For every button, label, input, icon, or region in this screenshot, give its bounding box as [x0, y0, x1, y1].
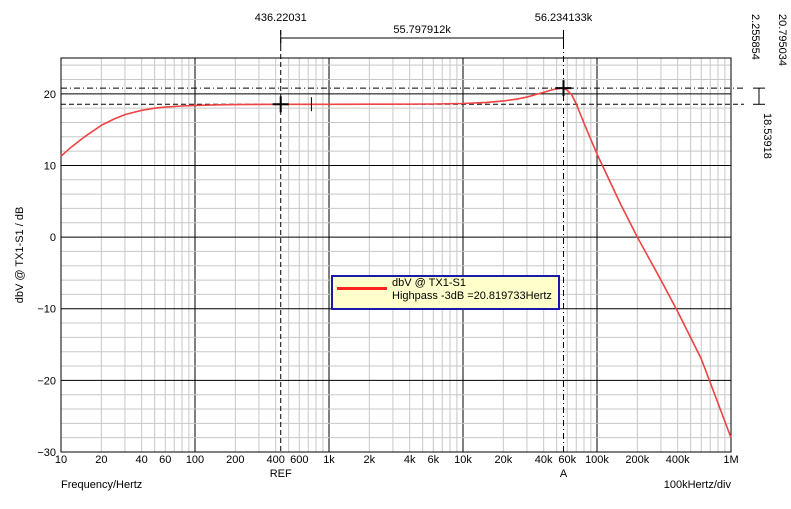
x-tick-label: 200 — [226, 454, 244, 466]
x-tick-label: 4k — [404, 454, 416, 466]
x-tick-label: 100 — [186, 454, 204, 466]
x-tick-label: 10k — [454, 454, 472, 466]
delta-y-label: 2.255854 — [749, 14, 761, 60]
legend: dbV @ TX1-S1 Highpass -3dB =20.819733Her… — [331, 275, 560, 310]
legend-series-name: dbV @ TX1-S1 — [392, 277, 466, 289]
y-tick-label: −30 — [37, 447, 56, 459]
x-tick-label: 60 — [159, 454, 171, 466]
a-y-value-label: 20.795034 — [776, 14, 788, 66]
a-cursor-label: A — [560, 468, 568, 480]
y-tick-label: −10 — [37, 304, 56, 316]
legend-note: Highpass -3dB =20.819733Hertz — [392, 290, 552, 302]
series-line — [60, 87, 732, 438]
plot-area-border — [60, 57, 732, 453]
y-tick-label: 10 — [44, 160, 56, 172]
x-tick-label: 1k — [323, 454, 335, 466]
y-tick-labels: 20 10 0 −10 −20 −30 — [37, 89, 56, 459]
x-tick-label: 100k — [585, 454, 609, 466]
x-tick-label: 2k — [364, 454, 376, 466]
x-tick-label: 10 — [55, 454, 67, 466]
y-axis-label: dbV @ TX1-S1 / dB — [14, 207, 26, 304]
x-div-label: 100kHertz/div — [664, 479, 732, 491]
x-tick-label: 20k — [494, 454, 512, 466]
x-tick-labels: 10 20 40 60 100 200 400 600 1k 2k 4k 6k 10k 20k 40k 60k… — [55, 454, 739, 466]
x-tick-label: 60k — [558, 454, 576, 466]
x-tick-label: 20 — [95, 454, 107, 466]
cursor-marks — [272, 80, 572, 113]
x-tick-label: 6k — [427, 454, 439, 466]
ref-y-value-label: 18.53918 — [761, 113, 773, 159]
x-tick-label: 40k — [535, 454, 553, 466]
x-tick-label: 400k — [666, 454, 690, 466]
grid-lines — [60, 58, 731, 452]
ref-cursor-label: REF — [270, 468, 292, 480]
x-tick-label: 400 — [266, 454, 284, 466]
x-tick-label: 40 — [136, 454, 148, 466]
cursor-lines — [61, 30, 765, 452]
ref-x-value-label: 436.22031 — [255, 12, 307, 24]
x-tick-label: 600 — [290, 454, 308, 466]
y-tick-label: 0 — [50, 232, 56, 244]
x-tick-label: 1M — [723, 454, 738, 466]
a-x-value-label: 56.234133k — [535, 12, 593, 24]
x-axis-label: Frequency/Hertz — [61, 479, 142, 491]
delta-x-label: 55.797912k — [393, 24, 451, 36]
legend-swatch — [337, 287, 387, 290]
y-tick-label: 20 — [44, 89, 56, 101]
x-tick-label: 200k — [625, 454, 649, 466]
y-tick-label: −20 — [37, 375, 56, 387]
